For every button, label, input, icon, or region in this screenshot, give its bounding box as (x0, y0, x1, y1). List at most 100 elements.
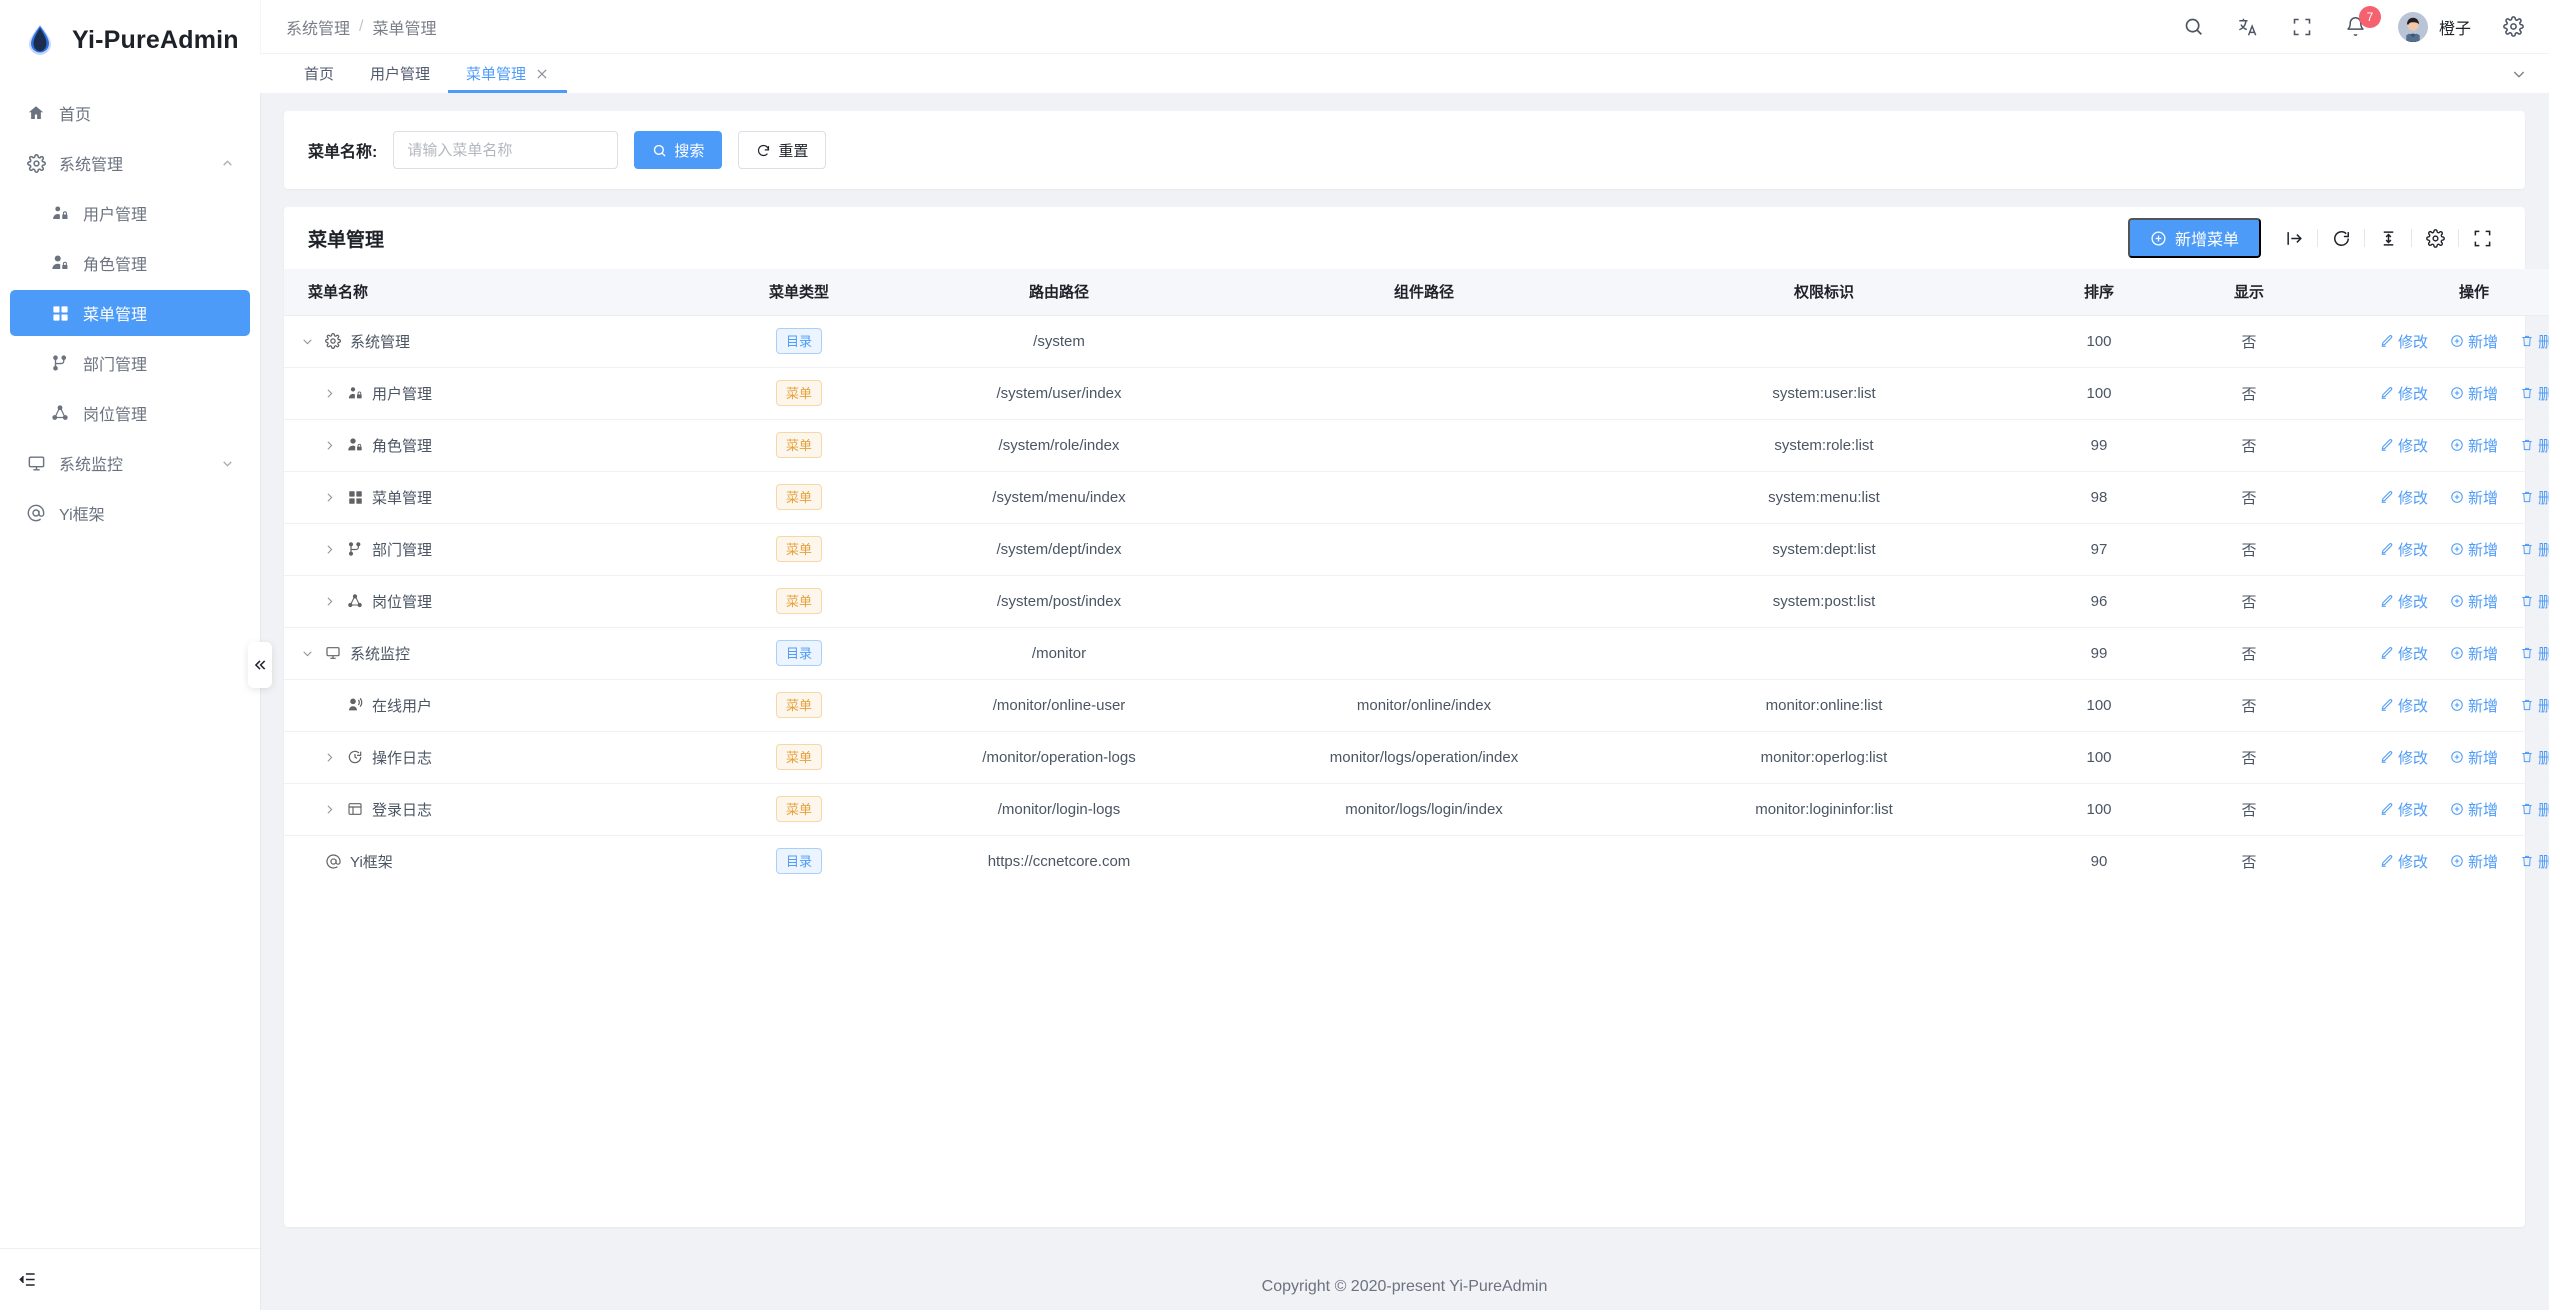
row-action-修改[interactable]: 修改 (2380, 331, 2428, 352)
close-icon[interactable] (535, 67, 549, 81)
tab-home[interactable]: 首页 (286, 54, 352, 93)
expand-collapse-icon[interactable] (2275, 219, 2313, 257)
sidebar-item-dept[interactable]: 部门管理 (10, 340, 250, 386)
add-menu-button[interactable]: 新增菜单 (2127, 218, 2261, 258)
sidebar-item-home[interactable]: 首页 (10, 90, 250, 136)
row-action-删除[interactable]: 删除 (2520, 851, 2549, 872)
row-action-修改[interactable]: 修改 (2380, 435, 2428, 456)
row-action-新增[interactable]: 新增 (2450, 487, 2498, 508)
chevron-down-icon[interactable] (298, 647, 316, 660)
row-action-新增[interactable]: 新增 (2450, 383, 2498, 404)
sidebar-item-menu[interactable]: 菜单管理 (10, 290, 250, 336)
sidebar-item-system[interactable]: 系统管理 (10, 140, 250, 186)
pencil-icon (2380, 542, 2394, 556)
chevron-right-icon[interactable] (320, 803, 338, 816)
menu-name-text: 系统监控 (350, 645, 411, 663)
table-row[interactable]: 角色管理 菜单 /system/role/index system:role:l… (284, 418, 2549, 471)
fullscreen-icon[interactable] (2290, 15, 2314, 39)
row-action-删除[interactable]: 删除 (2520, 487, 2549, 508)
sidebar-collapse-handle[interactable] (248, 642, 272, 688)
row-action-新增[interactable]: 新增 (2450, 643, 2498, 664)
sidebar-item-post[interactable]: 岗位管理 (10, 390, 250, 436)
search-icon[interactable] (2182, 15, 2206, 39)
row-action-新增[interactable]: 新增 (2450, 695, 2498, 716)
bell-icon[interactable]: 7 (2344, 5, 2381, 39)
row-action-修改[interactable]: 修改 (2380, 539, 2428, 560)
row-action-修改[interactable]: 修改 (2380, 487, 2428, 508)
row-action-修改[interactable]: 修改 (2380, 695, 2428, 716)
row-action-删除[interactable]: 删除 (2520, 643, 2549, 664)
chevron-right-icon[interactable] (320, 491, 338, 504)
chevron-right-icon[interactable] (320, 751, 338, 764)
sidebar-footer-toggle[interactable] (0, 1248, 260, 1310)
brand-logo[interactable]: Yi-PureAdmin (0, 0, 260, 80)
row-action-新增[interactable]: 新增 (2450, 851, 2498, 872)
refresh-icon[interactable] (2322, 219, 2360, 257)
table-row[interactable]: 部门管理 菜单 /system/dept/index system:dept:l… (284, 522, 2549, 575)
sidebar-item-label: 系统监控 (59, 457, 124, 474)
row-action-删除[interactable]: 删除 (2520, 747, 2549, 768)
tab-user-management[interactable]: 用户管理 (352, 54, 448, 93)
trash-icon (2520, 386, 2534, 400)
settings-gear-icon[interactable] (2501, 15, 2525, 39)
table-row[interactable]: 系统监控 目录 /monitor 99 否 修改 新增 删除 (284, 626, 2549, 679)
row-action-修改[interactable]: 修改 (2380, 747, 2428, 768)
chevron-right-icon[interactable] (320, 439, 338, 452)
sidebar-item-yi-framework[interactable]: Yi框架 (10, 490, 250, 536)
row-action-删除[interactable]: 删除 (2520, 383, 2549, 404)
cell-route: /monitor/operation-logs (894, 730, 1224, 783)
pencil-icon (2380, 698, 2394, 712)
tabs-more-button[interactable] (2511, 54, 2549, 93)
fullscreen-icon[interactable] (2463, 219, 2501, 257)
row-action-新增[interactable]: 新增 (2450, 799, 2498, 820)
row-action-新增[interactable]: 新增 (2450, 435, 2498, 456)
chevron-right-icon[interactable] (320, 595, 338, 608)
row-action-修改[interactable]: 修改 (2380, 591, 2428, 612)
reset-button[interactable]: 重置 (738, 131, 827, 169)
row-action-新增[interactable]: 新增 (2450, 591, 2498, 612)
table-row[interactable]: 操作日志 菜单 /monitor/operation-logs monitor/… (284, 730, 2549, 783)
tab-menu-management[interactable]: 菜单管理 (448, 54, 568, 93)
row-action-label: 新增 (2467, 645, 2498, 663)
row-action-删除[interactable]: 删除 (2520, 331, 2549, 352)
row-action-删除[interactable]: 删除 (2520, 539, 2549, 560)
row-action-修改[interactable]: 修改 (2380, 851, 2428, 872)
translate-icon[interactable] (2236, 15, 2260, 39)
menu-name-text: 角色管理 (372, 437, 433, 455)
table-row[interactable]: 用户管理 菜单 /system/user/index system:user:l… (284, 366, 2549, 419)
cell-actions: 修改 新增 删除 (2324, 834, 2549, 887)
row-action-删除[interactable]: 删除 (2520, 695, 2549, 716)
table-row[interactable]: 登录日志 菜单 /monitor/login-logs monitor/logs… (284, 782, 2549, 835)
table-row[interactable]: 岗位管理 菜单 /system/post/index system:post:l… (284, 574, 2549, 627)
chevron-right-icon[interactable] (320, 387, 338, 400)
row-action-删除[interactable]: 删除 (2520, 435, 2549, 456)
row-action-删除[interactable]: 删除 (2520, 591, 2549, 612)
row-action-修改[interactable]: 修改 (2380, 799, 2428, 820)
chevron-down-icon[interactable] (298, 335, 316, 348)
cell-show: 否 (2174, 418, 2324, 471)
double-chevron-left-icon (253, 658, 267, 672)
search-button[interactable]: 搜索 (634, 131, 723, 169)
row-action-修改[interactable]: 修改 (2380, 383, 2428, 404)
search-input[interactable] (393, 131, 619, 169)
table-row[interactable]: 系统管理 目录 /system 100 否 修改 新增 删除 (284, 314, 2549, 367)
cell-component: monitor/logs/operation/index (1224, 730, 1624, 783)
chevron-right-icon[interactable] (320, 543, 338, 556)
sidebar-item-user[interactable]: 用户管理 (10, 190, 250, 236)
sidebar-item-role[interactable]: 角色管理 (10, 240, 250, 286)
settings-gear-icon[interactable] (2416, 219, 2454, 257)
row-action-删除[interactable]: 删除 (2520, 799, 2549, 820)
table-row[interactable]: 在线用户 菜单 /monitor/online-user monitor/onl… (284, 678, 2549, 731)
breadcrumb-item-0[interactable]: 系统管理 (286, 20, 351, 38)
row-action-新增[interactable]: 新增 (2450, 539, 2498, 560)
tabs-bar: 首页 用户管理 菜单管理 (260, 53, 2549, 93)
user-menu[interactable]: 橙子 (2397, 11, 2471, 42)
row-action-新增[interactable]: 新增 (2450, 331, 2498, 352)
table-row[interactable]: Yi框架 目录 https://ccnetcore.com 90 否 修改 新增… (284, 834, 2549, 887)
row-action-修改[interactable]: 修改 (2380, 643, 2428, 664)
row-density-icon[interactable] (2369, 219, 2407, 257)
row-action-新增[interactable]: 新增 (2450, 747, 2498, 768)
sidebar-item-monitor[interactable]: 系统监控 (10, 440, 250, 486)
menu-name-text: Yi框架 (350, 853, 393, 871)
table-row[interactable]: 菜单管理 菜单 /system/menu/index system:menu:l… (284, 470, 2549, 523)
